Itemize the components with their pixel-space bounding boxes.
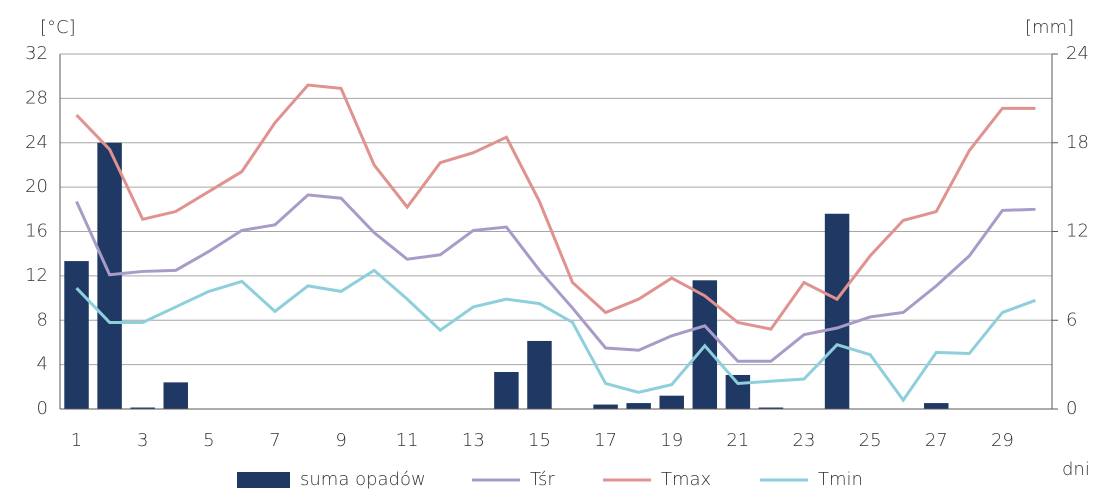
x-tick-label: 23 (793, 430, 816, 451)
x-tick-label: 19 (660, 430, 683, 451)
y-tick-label: 28 (25, 87, 48, 108)
y2-axis-label: [mm] (1025, 17, 1074, 38)
y2-tick-label: 0 (1066, 398, 1077, 419)
legend-label: Tmin (818, 469, 863, 490)
y2-tick-label: 18 (1066, 132, 1089, 153)
x-tick-label: 17 (594, 430, 617, 451)
x-tick-label: 1 (71, 430, 82, 451)
legend-label: suma opadów (300, 469, 426, 490)
y-tick-label: 4 (37, 354, 48, 375)
x-tick-label: 27 (925, 430, 948, 451)
x-tick-label: 5 (203, 430, 214, 451)
y-tick-label: 16 (25, 221, 48, 242)
x-tick-label: 11 (396, 430, 419, 451)
y-tick-label: 20 (25, 176, 48, 197)
x-tick-label: 29 (991, 430, 1014, 451)
bar (494, 372, 519, 409)
y2-tick-label: 12 (1066, 221, 1089, 242)
y-tick-label: 0 (37, 398, 48, 419)
bar (725, 374, 751, 409)
line (75, 193, 1036, 363)
bar (758, 407, 784, 409)
x-tick-label: 21 (726, 430, 749, 451)
bar (924, 403, 949, 409)
y-tick-label: 8 (37, 309, 48, 330)
bar (64, 261, 89, 409)
y-tick-label: 12 (25, 265, 48, 286)
x-tick-label: 9 (335, 430, 346, 451)
x-tick-label: 25 (859, 430, 882, 451)
bar (130, 407, 155, 409)
x-tick-label: 7 (269, 430, 280, 451)
legend-label: Tśr (530, 469, 555, 490)
y-tick-label: 32 (25, 43, 48, 64)
bar (527, 340, 552, 409)
y2-tick-label: 24 (1066, 43, 1089, 64)
y2-tick-label: 6 (1066, 309, 1077, 330)
bar (824, 213, 850, 409)
line (75, 268, 1036, 403)
x-tick-label: 15 (528, 430, 551, 451)
x-tick-label: 3 (137, 430, 148, 451)
y-axis-label: [°C] (40, 17, 76, 38)
legend-label: Tmax (661, 469, 711, 490)
legend-swatch (237, 472, 290, 488)
bar (163, 382, 188, 409)
bar (626, 403, 651, 409)
line (75, 83, 1036, 331)
bar (659, 395, 684, 409)
y-tick-label: 24 (25, 132, 48, 153)
x-tick-label: 13 (462, 430, 485, 451)
x-axis-label: dni (1062, 459, 1090, 480)
bar (593, 404, 618, 409)
